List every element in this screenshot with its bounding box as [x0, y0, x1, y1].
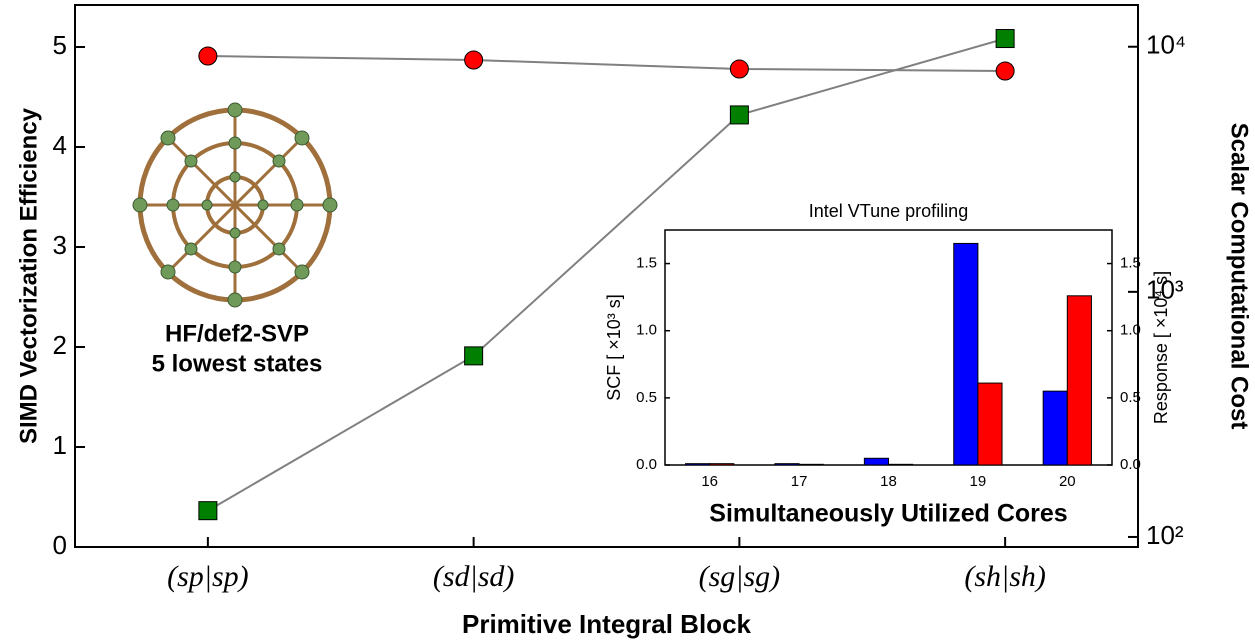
- bar: [1067, 296, 1091, 465]
- bar: [978, 383, 1002, 465]
- bar: [1043, 391, 1067, 465]
- bar: [686, 464, 710, 465]
- marker: [465, 347, 483, 365]
- x-tick-label: (sg|sg): [699, 560, 781, 593]
- y-tick-label: 2: [53, 330, 67, 360]
- marker: [730, 60, 748, 78]
- bar: [710, 464, 734, 465]
- y-axis-label: SCF [ ×10³ s]: [604, 294, 624, 401]
- x-tick-label: 17: [791, 473, 808, 490]
- annotation: 5 lowest states: [152, 350, 323, 377]
- marker: [465, 51, 483, 69]
- y2-tick-label: 1.5: [1120, 255, 1141, 272]
- y-tick-label: 0.5: [636, 389, 657, 406]
- y2-axis-label: Response [ ×10⁴ s]: [1151, 271, 1171, 424]
- x-tick-label: (sd|sd): [433, 560, 515, 593]
- y-tick-label: 1.0: [636, 322, 657, 339]
- series-line: [208, 56, 1005, 71]
- marker: [199, 502, 217, 520]
- bar: [954, 243, 978, 465]
- x-tick-label: 18: [880, 473, 897, 490]
- marker: [996, 62, 1014, 80]
- y2-tick-label: 0.5: [1120, 389, 1141, 406]
- x-tick-label: 19: [970, 473, 987, 490]
- bar: [775, 464, 799, 465]
- annotation: HF/def2-SVP: [165, 320, 309, 347]
- y2-tick-label: 0.0: [1120, 456, 1141, 473]
- y-tick-label: 0: [53, 530, 67, 560]
- y-tick-label: 3: [53, 230, 67, 260]
- x-tick-label: 20: [1059, 473, 1076, 490]
- marker: [996, 30, 1014, 48]
- bar: [799, 464, 823, 465]
- y2-tick-label: 1.0: [1120, 322, 1141, 339]
- y-tick-label: 1.5: [636, 255, 657, 272]
- x-tick-label: (sp|sp): [167, 560, 249, 593]
- y-tick-label: 1: [53, 430, 67, 460]
- marker: [730, 106, 748, 124]
- x-tick-label: 16: [701, 473, 718, 490]
- x-axis-label: Primitive Integral Block: [462, 609, 752, 639]
- y2-tick-label: 10⁴: [1146, 30, 1186, 60]
- fullerene-illustration: [133, 103, 337, 307]
- y2-tick-label: 10²: [1146, 520, 1184, 550]
- bar: [889, 464, 913, 465]
- y2-axis-label: Scalar Computational Cost: [1226, 123, 1253, 430]
- marker: [199, 47, 217, 65]
- x-axis-label: Simultaneously Utilized Cores: [709, 500, 1067, 528]
- inset-title: Intel VTune profiling: [809, 201, 968, 221]
- chart: 01234510²10³10⁴(sp|sp)(sd|sd)(sg|sg)(sh|…: [0, 0, 1255, 641]
- bar: [864, 458, 888, 465]
- y-axis-label: SIMD Vectorization Efficiency: [15, 107, 42, 444]
- x-tick-label: (sh|sh): [964, 560, 1046, 593]
- y-tick-label: 4: [53, 130, 67, 160]
- y-tick-label: 5: [53, 30, 67, 60]
- y-tick-label: 0.0: [636, 456, 657, 473]
